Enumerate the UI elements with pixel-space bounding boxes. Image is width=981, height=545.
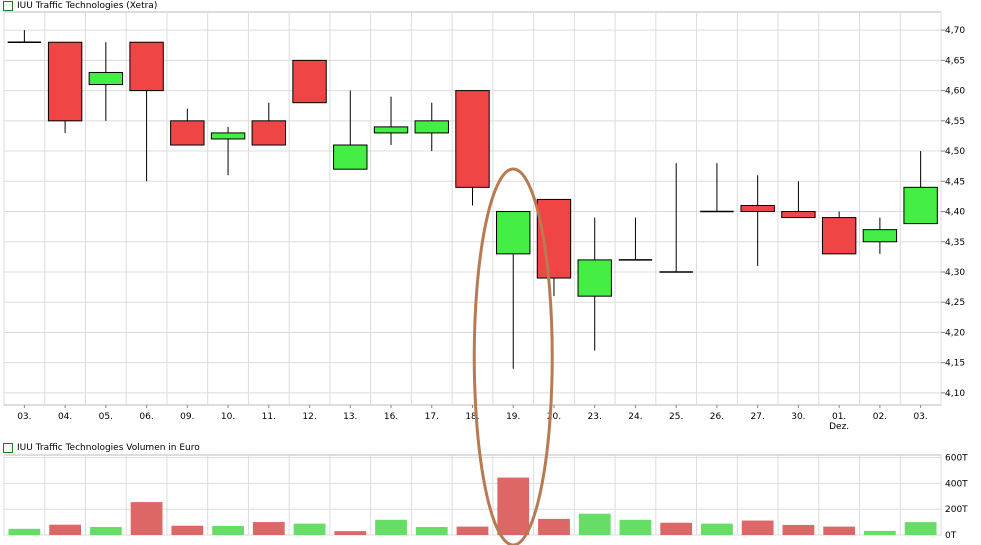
candle-body [88,71,124,86]
month-label: Dez. [829,422,849,432]
volume-bar [415,527,448,535]
volume-chart-title: IUU Traffic Technologies Volumen in Euro [17,443,200,453]
volume-y-tick-label: 400T [945,479,968,489]
price-chart-title: IUU Traffic Technologies (Xetra) [17,1,158,11]
candle-body [414,120,449,134]
x-tick-label: 09. [180,412,194,422]
x-tick-label: 24. [628,412,642,422]
volume-bar [823,526,856,535]
candle-body [577,259,612,297]
price-legend: IUU Traffic Technologies (Xetra) [3,0,157,12]
x-tick-label: 19. [506,412,520,422]
volume-bar [8,528,41,535]
price-y-tick-label: 4,10 [945,389,965,399]
candle-body [496,211,531,255]
volume-y-tick-label: 600T [945,454,968,464]
price-y-tick-label: 4,20 [945,328,965,338]
x-tick-label: 01. [832,412,846,422]
x-tick-label: 10. [221,412,235,422]
price-y-tick-label: 4,45 [945,177,965,187]
candle-body [862,229,898,243]
volume-bar [619,519,652,535]
x-tick-label: 27. [751,412,765,422]
volume-bar [89,527,122,535]
x-tick-label: 17. [425,412,439,422]
volume-bar [212,525,244,535]
volume-bar [701,523,733,535]
candle-body [903,186,938,225]
x-tick-label: 20. [547,412,561,422]
volume-legend: IUU Traffic Technologies Volumen in Euro [3,442,200,454]
volume-bar [660,522,693,535]
x-tick-label: 04. [58,412,72,422]
candle-body [333,144,368,170]
x-tick-label: 13. [343,412,357,422]
price-y-tick-label: 4,25 [945,298,965,308]
candle-body [740,204,775,213]
volume-bar [49,524,81,535]
x-tick-label: 03. [913,412,927,422]
candle-body [210,132,246,140]
volume-y-tick-label: 200T [945,505,968,515]
candle-body [821,217,857,255]
volume-bar [904,522,937,535]
highlight-ellipse [472,167,554,545]
volume-legend-swatch [3,443,13,453]
volume-bar [782,524,815,535]
volume-bar [456,526,489,535]
candle-body [251,120,287,146]
x-tick-label: 12. [302,412,316,422]
price-y-tick-label: 4,70 [945,26,965,36]
candle-body [47,41,83,122]
x-tick-label: 18. [465,412,479,422]
price-y-tick-label: 4,65 [945,56,965,66]
x-tick-label: 25. [669,412,683,422]
price-y-tick-label: 4,40 [945,208,965,218]
price-y-tick-label: 4,35 [945,238,965,248]
x-tick-label: 16. [384,412,398,422]
volume-bar [293,523,326,535]
volume-bar [334,531,367,535]
volume-bar [864,530,896,535]
candle-body [373,126,409,134]
x-tick-label: 26. [710,412,724,422]
x-tick-label: 03. [17,412,31,422]
volume-bar [375,519,407,535]
volume-bar [741,520,774,535]
candle-body [170,120,205,146]
volume-bar [578,513,611,535]
price-y-tick-label: 4,60 [945,87,965,97]
x-tick-label: 30. [791,412,805,422]
candle-body [781,211,816,219]
candle-body [292,59,327,104]
volume-bar [497,477,530,535]
x-tick-label: 05. [99,412,113,422]
x-tick-label: 23. [588,412,602,422]
price-y-tick-label: 4,15 [945,359,965,369]
x-tick-label: 06. [139,412,153,422]
volume-bar [171,525,204,535]
price-y-tick-label: 4,30 [945,268,965,278]
x-tick-label: 02. [873,412,887,422]
candle-body [455,90,490,188]
price-y-tick-label: 4,55 [945,117,965,127]
candle-body [129,41,164,92]
volume-bar [130,502,163,535]
volume-bar [252,522,285,535]
price-y-tick-label: 4,50 [945,147,965,157]
x-tick-label: 11. [262,412,276,422]
volume-y-tick-label: 0T [945,531,957,541]
volume-bar [538,518,570,535]
price-legend-swatch [3,1,13,11]
